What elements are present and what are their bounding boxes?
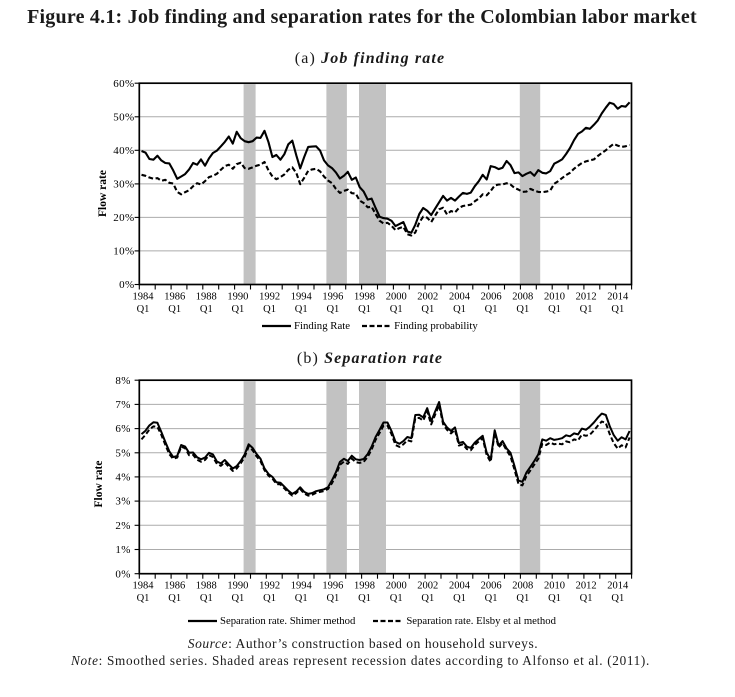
svg-text:Q1: Q1 bbox=[231, 593, 244, 604]
svg-text:Q1: Q1 bbox=[137, 593, 150, 604]
svg-text:60%: 60% bbox=[113, 78, 134, 90]
svg-text:Q1: Q1 bbox=[295, 593, 308, 604]
svg-text:2002: 2002 bbox=[417, 291, 438, 302]
svg-text:2008: 2008 bbox=[512, 291, 533, 302]
svg-text:Q1: Q1 bbox=[168, 304, 181, 315]
svg-text:Q1: Q1 bbox=[168, 593, 181, 604]
svg-text:7%: 7% bbox=[115, 399, 130, 411]
svg-text:Q1: Q1 bbox=[548, 304, 561, 315]
svg-text:30%: 30% bbox=[113, 179, 134, 191]
svg-text:2014: 2014 bbox=[607, 581, 629, 592]
svg-text:2000: 2000 bbox=[386, 291, 407, 302]
svg-text:2006: 2006 bbox=[481, 581, 502, 592]
svg-text:1998: 1998 bbox=[354, 291, 375, 302]
svg-text:2004: 2004 bbox=[449, 291, 471, 302]
svg-text:1992: 1992 bbox=[259, 291, 280, 302]
svg-text:Q1: Q1 bbox=[516, 304, 529, 315]
svg-text:10%: 10% bbox=[113, 246, 134, 258]
svg-text:Q1: Q1 bbox=[485, 304, 498, 315]
svg-text:2012: 2012 bbox=[576, 581, 597, 592]
svg-text:Q1: Q1 bbox=[548, 593, 561, 604]
svg-text:Q1: Q1 bbox=[421, 593, 434, 604]
svg-text:1994: 1994 bbox=[291, 581, 313, 592]
svg-text:Q1: Q1 bbox=[358, 304, 371, 315]
svg-text:Q1: Q1 bbox=[358, 593, 371, 604]
svg-text:Q1: Q1 bbox=[326, 304, 339, 315]
svg-text:0%: 0% bbox=[115, 568, 130, 580]
svg-text:8%: 8% bbox=[115, 375, 130, 387]
svg-text:1992: 1992 bbox=[259, 581, 280, 592]
svg-text:Q1: Q1 bbox=[611, 304, 624, 315]
svg-text:Q1: Q1 bbox=[326, 593, 339, 604]
svg-text:Flow rate: Flow rate bbox=[93, 461, 105, 508]
svg-text:Q1: Q1 bbox=[453, 593, 466, 604]
svg-text:1984: 1984 bbox=[133, 581, 155, 592]
svg-text:5%: 5% bbox=[115, 447, 130, 459]
svg-text:20%: 20% bbox=[113, 212, 134, 224]
svg-text:50%: 50% bbox=[113, 111, 134, 123]
svg-text:Q1: Q1 bbox=[580, 593, 593, 604]
svg-text:2008: 2008 bbox=[512, 581, 533, 592]
svg-text:Q1: Q1 bbox=[200, 593, 213, 604]
svg-text:Q1: Q1 bbox=[263, 593, 276, 604]
svg-text:1990: 1990 bbox=[227, 581, 248, 592]
svg-text:Q1: Q1 bbox=[231, 304, 244, 315]
svg-text:2000: 2000 bbox=[386, 581, 407, 592]
svg-text:1998: 1998 bbox=[354, 581, 375, 592]
svg-text:1996: 1996 bbox=[322, 581, 343, 592]
svg-text:Q1: Q1 bbox=[516, 593, 529, 604]
svg-text:6%: 6% bbox=[115, 423, 130, 435]
svg-text:Q1: Q1 bbox=[295, 304, 308, 315]
svg-text:Flow rate: Flow rate bbox=[97, 170, 109, 217]
svg-text:Q1: Q1 bbox=[263, 304, 276, 315]
svg-text:1988: 1988 bbox=[196, 581, 217, 592]
svg-text:Q1: Q1 bbox=[137, 304, 150, 315]
svg-text:3%: 3% bbox=[115, 496, 130, 508]
svg-text:2012: 2012 bbox=[576, 291, 597, 302]
svg-text:1996: 1996 bbox=[322, 291, 343, 302]
svg-text:2002: 2002 bbox=[417, 581, 438, 592]
svg-text:1986: 1986 bbox=[164, 291, 185, 302]
svg-text:Q1: Q1 bbox=[390, 304, 403, 315]
svg-text:1986: 1986 bbox=[164, 581, 185, 592]
svg-text:2%: 2% bbox=[115, 520, 130, 532]
svg-text:Q1: Q1 bbox=[580, 304, 593, 315]
svg-text:Q1: Q1 bbox=[421, 304, 434, 315]
svg-text:1988: 1988 bbox=[196, 291, 217, 302]
svg-text:Q1: Q1 bbox=[453, 304, 466, 315]
svg-text:Q1: Q1 bbox=[611, 593, 624, 604]
svg-text:4%: 4% bbox=[115, 472, 130, 484]
svg-text:2010: 2010 bbox=[544, 291, 565, 302]
svg-text:2004: 2004 bbox=[449, 581, 471, 592]
svg-text:2010: 2010 bbox=[544, 581, 565, 592]
svg-text:1990: 1990 bbox=[227, 291, 248, 302]
svg-text:Q1: Q1 bbox=[200, 304, 213, 315]
svg-text:1984: 1984 bbox=[133, 291, 155, 302]
svg-text:1994: 1994 bbox=[291, 291, 313, 302]
svg-text:Q1: Q1 bbox=[390, 593, 403, 604]
svg-text:Q1: Q1 bbox=[485, 593, 498, 604]
svg-text:40%: 40% bbox=[113, 145, 134, 157]
svg-text:0%: 0% bbox=[119, 279, 134, 291]
svg-text:1%: 1% bbox=[115, 544, 130, 556]
svg-text:2014: 2014 bbox=[607, 291, 629, 302]
svg-text:2006: 2006 bbox=[481, 291, 502, 302]
